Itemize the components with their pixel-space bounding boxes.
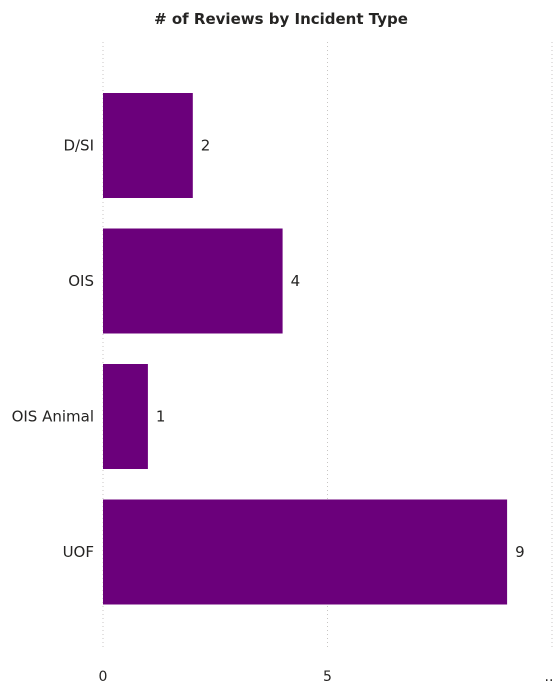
gridlines [102, 42, 553, 650]
labels: D/SI 2 OIS 4 OIS Animal 1 UOF 9 [12, 137, 525, 562]
category-label: OIS Animal [12, 408, 94, 426]
bar-ois[interactable] [103, 228, 283, 334]
data-label: 4 [291, 272, 301, 290]
data-label: 2 [201, 137, 211, 155]
category-label: UOF [63, 543, 94, 561]
x-tick-label: .. [545, 669, 554, 685]
data-label: 9 [515, 543, 525, 561]
chart-title: # of Reviews by Incident Type [154, 10, 408, 28]
bar-d-si[interactable] [103, 93, 193, 198]
bar-uof[interactable] [103, 499, 508, 605]
bars [103, 93, 508, 605]
category-label: OIS [68, 272, 94, 290]
category-label: D/SI [63, 137, 94, 155]
bar-ois-animal[interactable] [103, 364, 148, 469]
data-label: 1 [156, 408, 166, 426]
x-axis-ticks: 0 5.. [99, 669, 554, 685]
x-tick-label: 5 [323, 669, 332, 685]
x-tick-label: 0 [99, 669, 108, 685]
